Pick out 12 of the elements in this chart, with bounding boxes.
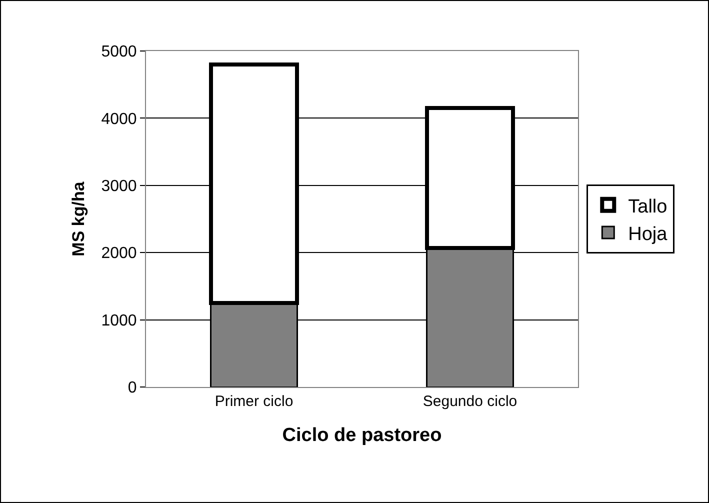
y-tick-label: 1000: [101, 312, 137, 330]
y-tick-label: 3000: [101, 178, 137, 195]
y-tick-label: 2000: [101, 245, 137, 262]
legend-label: Hoja: [628, 224, 668, 245]
y-axis-title: MS kg/ha: [68, 181, 88, 256]
y-tick-label: 5000: [101, 44, 137, 61]
y-tick-label: 4000: [101, 110, 137, 128]
x-axis-title: Ciclo de pastoreo: [282, 424, 442, 446]
x-tick-label: Segundo ciclo: [422, 393, 518, 410]
y-tick-label: 0: [128, 380, 137, 397]
legend-label: Tallo: [628, 196, 668, 218]
x-tick-label: Primer ciclo: [214, 393, 294, 410]
